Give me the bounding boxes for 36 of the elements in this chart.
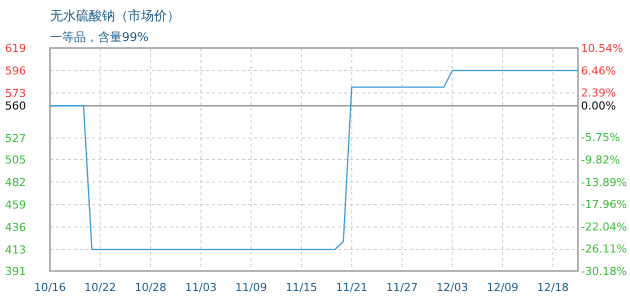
y-tick-label: 436 (5, 220, 26, 234)
x-tick-label: 11/03 (185, 281, 217, 294)
line-series (49, 70, 579, 250)
y-tick-label: 505 (5, 154, 26, 166)
y-tick-label: 619 (5, 42, 26, 55)
y-tick-label: 459 (5, 198, 26, 212)
y2-tick-label: -13.89% (581, 176, 627, 189)
y2-tick-label: -26.11% (581, 242, 627, 256)
x-tick-label: 12/09 (486, 281, 518, 294)
x-tick-label: 11/15 (286, 281, 318, 294)
x-tick-label: 10/28 (134, 281, 166, 294)
y2-tick-label: -5.75% (581, 131, 620, 144)
y2-tick-label: -17.96% (581, 198, 627, 212)
x-tick-label: 10/22 (84, 281, 116, 294)
chart-title: 无水硫酸钠（市场价） (50, 9, 180, 24)
y2-tick-label: 10.54% (581, 42, 623, 55)
x-tick-label: 11/09 (235, 281, 267, 294)
x-tick-label: 12/03 (436, 281, 468, 294)
y-tick-label: 482 (5, 176, 26, 189)
x-tick-label: 11/27 (386, 281, 418, 294)
y-tick-label: 573 (5, 86, 26, 100)
chart-subtitle: 一等品，含量99% (50, 30, 149, 44)
y-tick-label: 560 (5, 100, 26, 113)
y2-tick-label: -9.82% (581, 154, 620, 166)
x-tick-label: 11/21 (336, 281, 368, 294)
y2-tick-label: 0.00% (581, 100, 616, 113)
y-tick-label: 596 (5, 64, 26, 78)
x-tick-label: 10/16 (34, 281, 66, 294)
y2-tick-label: -22.04% (581, 220, 627, 234)
y-tick-label: 527 (5, 132, 26, 145)
y2-tick-label: -30.18% (581, 265, 627, 278)
y2-tick-label: 2.39% (581, 86, 616, 100)
x-tick-label: 12/18 (537, 281, 569, 294)
y-tick-label: 391 (5, 265, 26, 278)
y2-tick-label: 6.46% (581, 64, 616, 78)
y-tick-label: 413 (5, 243, 26, 256)
